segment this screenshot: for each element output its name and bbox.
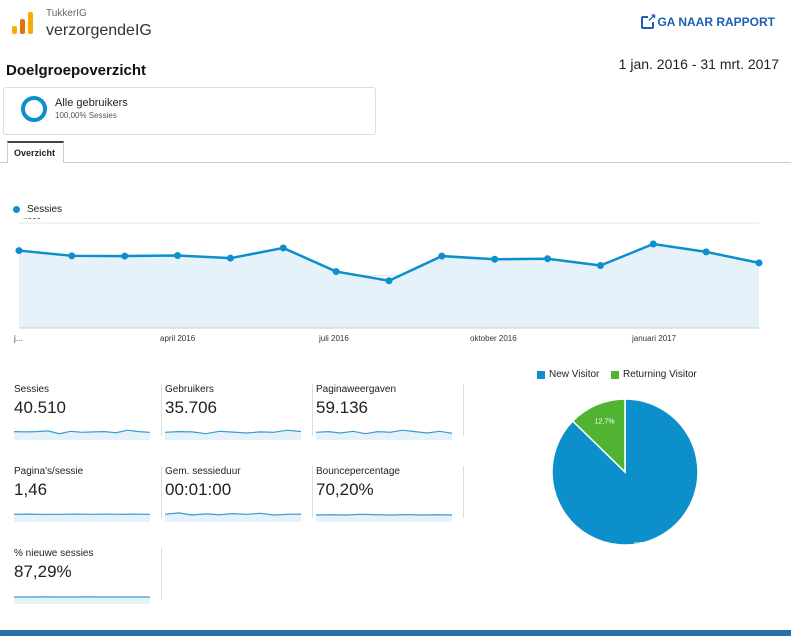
sparkline-line (14, 429, 150, 435)
data-point[interactable] (438, 252, 446, 260)
sparkline-line (165, 512, 301, 516)
metric-divider (312, 466, 313, 518)
metric-sparkline (165, 512, 301, 522)
metric-label: Paginaweergaven (316, 384, 397, 395)
data-point[interactable] (279, 244, 287, 252)
metric-label: % nieuwe sessies (14, 548, 94, 559)
property-name[interactable]: verzorgendeIG (46, 22, 152, 39)
segment-name: Alle gebruikers (55, 97, 128, 109)
metric-card[interactable]: Gem. sessieduur 00:01:00 (163, 466, 313, 546)
metric-value: 59.136 (316, 398, 368, 417)
data-point[interactable] (649, 240, 657, 248)
data-point[interactable] (596, 262, 604, 270)
segment-card[interactable] (3, 87, 376, 135)
metric-label: Gebruikers (165, 384, 214, 395)
pie-data-label: 87,3% (634, 542, 654, 549)
pie-data-label: 12,7% (595, 419, 615, 426)
data-point[interactable] (755, 259, 763, 267)
series-legend-label: Sessies (27, 204, 63, 215)
metric-sparkline (316, 429, 452, 440)
data-point[interactable] (174, 252, 182, 260)
pie-legend-returning[interactable]: Returning Visitor (611, 369, 697, 380)
data-point[interactable] (226, 254, 234, 262)
data-point[interactable] (68, 252, 76, 260)
x-tick-label: j... (13, 334, 22, 343)
metric-card[interactable]: Gebruikers 35.706 (163, 384, 313, 464)
sparkline-area (14, 430, 150, 440)
metric-card[interactable]: Pagina's/sessie 1,46 (12, 466, 162, 546)
legend-label-returning: Returning Visitor (623, 369, 697, 380)
metric-card[interactable]: Paginaweergaven 59.136 (314, 384, 464, 464)
data-point[interactable] (121, 252, 129, 260)
tab-overzicht[interactable]: Overzicht (7, 141, 64, 163)
metric-card[interactable]: % nieuwe sessies 87,29% (12, 548, 162, 628)
sparkline-line (316, 429, 452, 435)
metric-value: 00:01:00 (165, 480, 232, 499)
sparkline-line (165, 429, 301, 435)
metric-label: Sessies (14, 384, 50, 395)
x-tick-label: april 2016 (160, 334, 196, 343)
metric-sparkline (14, 513, 150, 522)
data-point[interactable] (385, 277, 393, 285)
legend-swatch-new (537, 370, 545, 379)
x-tick-label: juli 2016 (318, 334, 349, 343)
visitor-pie-chart: 87,3% 12,7% (551, 398, 699, 549)
metric-card[interactable]: Sessies 40.510 (12, 384, 162, 464)
segment-share: 100,00% Sessies (55, 111, 117, 120)
pie-slice-returning-visitor[interactable] (571, 398, 626, 474)
taskbar-strip (0, 630, 791, 636)
metric-sparkline (316, 513, 452, 522)
data-point[interactable] (544, 255, 552, 263)
data-point[interactable] (15, 247, 23, 255)
x-tick-label: januari 2017 (631, 334, 677, 343)
metric-divider (161, 466, 162, 518)
metric-value: 1,46 (14, 480, 48, 499)
series-legend-dot (13, 206, 20, 213)
data-point[interactable] (332, 268, 340, 276)
metric-divider (312, 384, 313, 436)
go-to-report-link[interactable]: GA NAAR RAPPORT (641, 11, 775, 29)
sparkline-area (14, 596, 150, 604)
metric-label: Pagina's/sessie (14, 466, 84, 477)
pie-legend-new[interactable]: New Visitor (537, 369, 599, 380)
analytics-logo (12, 12, 34, 34)
segment-ring-icon (21, 96, 47, 122)
series-area (19, 244, 759, 328)
sparkline-area (316, 514, 452, 522)
metric-value: 70,20% (316, 480, 374, 499)
metric-label: Bouncepercentage (316, 466, 400, 477)
metric-value: 87,29% (14, 562, 72, 581)
sparkline-area (165, 512, 301, 522)
x-tick-label: oktober 2016 (470, 334, 517, 343)
sparkline-line (316, 513, 452, 516)
metric-sparkline (14, 429, 150, 440)
legend-swatch-returning (611, 370, 619, 379)
metric-card[interactable]: Bouncepercentage 70,20% (314, 466, 464, 546)
page-title: Doelgroepoverzicht (6, 62, 147, 79)
metric-value: 35.706 (165, 398, 217, 417)
metric-sparkline (165, 429, 301, 440)
date-range-picker[interactable]: 1 jan. 2016 - 31 mrt. 2017 (618, 56, 779, 72)
tab-divider (0, 162, 791, 163)
external-link-icon (641, 11, 656, 29)
y-tick-label: 4.000 (21, 218, 42, 221)
metric-label: Gem. sessieduur (165, 466, 241, 477)
metric-divider (161, 548, 162, 600)
legend-label-new: New Visitor (549, 369, 600, 380)
data-point[interactable] (702, 248, 710, 256)
metric-divider (463, 466, 464, 518)
sparkline-area (14, 514, 150, 522)
account-name: TukkerIG (46, 8, 87, 19)
metric-divider (161, 384, 162, 436)
metric-divider (463, 384, 464, 436)
pie-slice-new-visitor[interactable] (551, 398, 699, 546)
sparkline-area (316, 430, 452, 440)
metric-value: 40.510 (14, 398, 66, 417)
go-to-report-label: GA NAAR RAPPORT (657, 15, 775, 29)
data-point[interactable] (491, 255, 499, 263)
metric-sparkline (14, 596, 150, 604)
